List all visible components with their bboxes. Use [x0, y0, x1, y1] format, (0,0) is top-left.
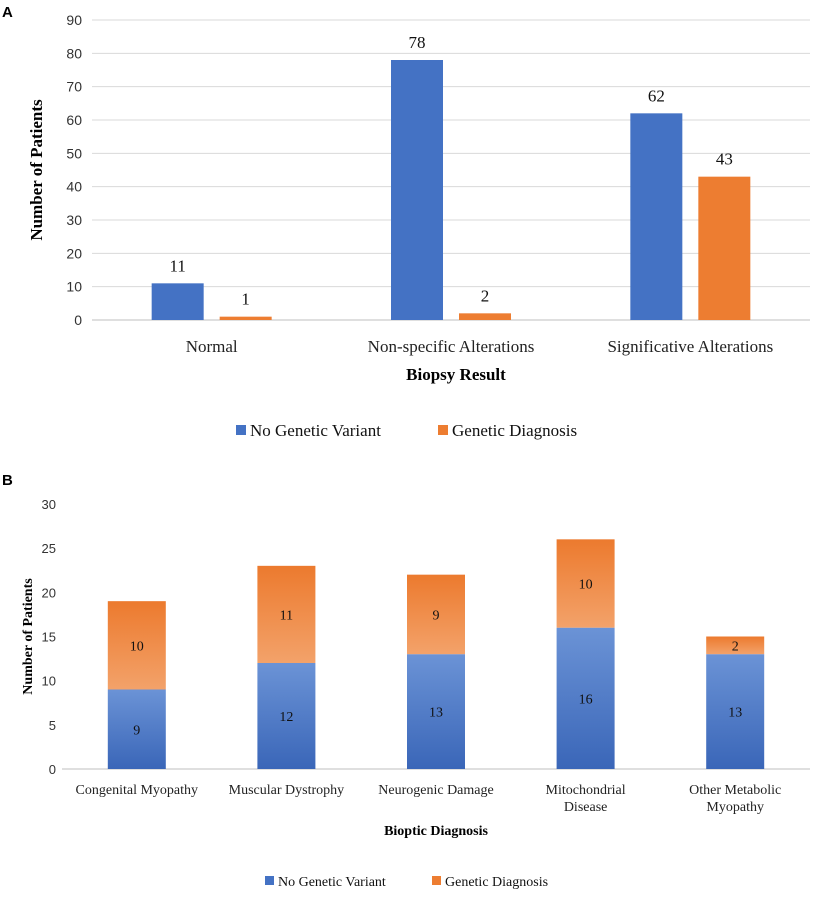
legend-label: No Genetic Variant [250, 421, 381, 440]
x-category-label: Disease [564, 800, 608, 815]
bar-segment-no-genetic-variant [556, 627, 615, 769]
bar-segment-genetic-diagnosis [107, 601, 166, 690]
bar-segment-genetic-diagnosis [706, 636, 765, 655]
y-tick-label: 15 [42, 630, 56, 645]
bar-segment-genetic-diagnosis [556, 539, 615, 628]
x-category-label: Myopathy [706, 800, 764, 815]
x-category-label: Mitochondrial [546, 783, 626, 798]
x-axis-title: Bioptic Diagnosis [384, 824, 488, 839]
x-category-label: Congenital Myopathy [76, 783, 199, 798]
x-category-label: Significative Alterations [607, 337, 773, 356]
data-label: 10 [130, 639, 144, 654]
legend-label: Genetic Diagnosis [452, 421, 577, 440]
bar-segment-genetic-diagnosis [257, 565, 316, 663]
y-tick-label: 40 [66, 179, 82, 195]
x-category-label: Normal [186, 337, 238, 356]
y-tick-label: 5 [49, 718, 56, 733]
legend-swatch [432, 876, 441, 885]
y-tick-label: 30 [66, 212, 82, 228]
chart-b: 0 5 10 15 20 25 30 9 10 Congenital Myopathy 12 11 Mu… [21, 497, 810, 890]
legend-swatch [236, 425, 246, 435]
bar-no-genetic-variant [151, 283, 204, 320]
data-label: 2 [732, 639, 739, 654]
data-label: 62 [648, 86, 665, 105]
legend-label: No Genetic Variant [278, 875, 386, 890]
panel-b-label: B [2, 472, 13, 489]
y-tick-label: 10 [42, 674, 56, 689]
legend-label: Genetic Diagnosis [445, 875, 548, 890]
bar-segment-no-genetic-variant [706, 654, 765, 769]
y-tick-label: 60 [66, 112, 82, 128]
bar-genetic-diagnosis [219, 316, 272, 320]
data-label: 9 [433, 608, 440, 623]
bar-no-genetic-variant [391, 60, 443, 320]
y-axis-title: Number of Patients [27, 99, 46, 241]
data-label: 11 [169, 256, 185, 275]
bar-no-genetic-variant [630, 113, 683, 320]
bar-genetic-diagnosis [698, 176, 751, 320]
data-label: 1 [241, 290, 250, 309]
x-axis-title: Biopsy Result [406, 365, 506, 384]
y-tick-label: 90 [66, 12, 82, 28]
x-category-label: Muscular Dystrophy [229, 783, 345, 798]
bar-segment-no-genetic-variant [257, 663, 316, 769]
y-tick-label: 30 [42, 497, 56, 512]
data-label: 16 [579, 692, 593, 707]
y-tick-label: 20 [66, 245, 82, 261]
chart-a: 0102030405060708090111Normal782Non-speci… [27, 12, 810, 440]
x-category-label: Other Metabolic [689, 783, 781, 798]
y-tick-label: 70 [66, 79, 82, 95]
bar-segment-no-genetic-variant [107, 689, 166, 769]
bar-segment-no-genetic-variant [407, 654, 465, 769]
y-tick-label: 0 [74, 312, 82, 328]
data-label: 10 [579, 578, 593, 593]
y-tick-label: 10 [66, 279, 82, 295]
data-label: 12 [279, 710, 293, 725]
x-category-label: Non-specific Alterations [368, 337, 535, 356]
y-tick-label: 25 [42, 541, 56, 556]
legend-swatch [438, 425, 448, 435]
data-label: 9 [133, 723, 140, 738]
bar-genetic-diagnosis [459, 313, 511, 320]
data-label: 11 [280, 608, 293, 623]
data-label: 78 [409, 33, 426, 52]
data-label: 43 [716, 150, 733, 169]
y-tick-label: 50 [66, 145, 82, 161]
bar-segment-genetic-diagnosis [407, 574, 465, 655]
y-tick-label: 80 [66, 45, 82, 61]
x-category-label: Neurogenic Damage [378, 783, 493, 798]
legend-swatch [265, 876, 274, 885]
panel-a-label: A [2, 4, 13, 21]
data-label: 13 [429, 706, 443, 721]
data-label: 13 [728, 706, 742, 721]
data-label: 2 [481, 286, 490, 305]
y-tick-label: 20 [42, 585, 56, 600]
y-axis-title: Number of Patients [21, 578, 36, 695]
y-tick-label: 0 [49, 762, 56, 777]
